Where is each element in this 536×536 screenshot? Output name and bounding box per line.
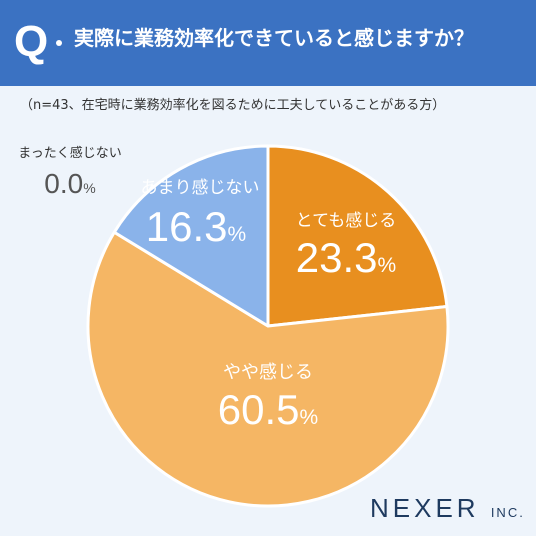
pie-labels: とても感じる 23.3% やや感じる 60.5% あまり感じない 16.3% まったく感じな… <box>18 145 396 433</box>
q-dot <box>56 40 62 46</box>
pie-slice-1 <box>86 230 450 508</box>
pie-slice-0 <box>266 144 449 328</box>
nexer-logo: NEXER INC. <box>370 493 525 528</box>
slice-label-1: やや感じる <box>223 362 313 383</box>
slice-value-1: 60.5% <box>218 386 318 433</box>
header-bar: Q 実際に業務効率化できていると感じますか？ <box>0 0 536 86</box>
question-title: 実際に業務効率化できていると感じますか？ <box>74 26 474 50</box>
q-mark: Q <box>14 17 49 66</box>
pie-slice-2 <box>112 144 270 328</box>
slice-label-0: とても感じる <box>296 211 397 231</box>
slice-label-3: まったく感じない <box>18 145 121 161</box>
slice-value-3: 0.0% <box>44 168 95 199</box>
logo-suffix: INC. <box>490 505 525 520</box>
slice-value-2: 16.3% <box>146 203 246 250</box>
slice-value-0: 23.3% <box>296 234 396 281</box>
logo-main: NEXER <box>370 493 480 523</box>
survey-subtitle: （n=43、在宅時に業務効率化を図るために工夫していることがある方） <box>20 98 446 113</box>
slice-label-2: あまり感じない <box>141 178 260 198</box>
pie-slices <box>86 144 450 508</box>
